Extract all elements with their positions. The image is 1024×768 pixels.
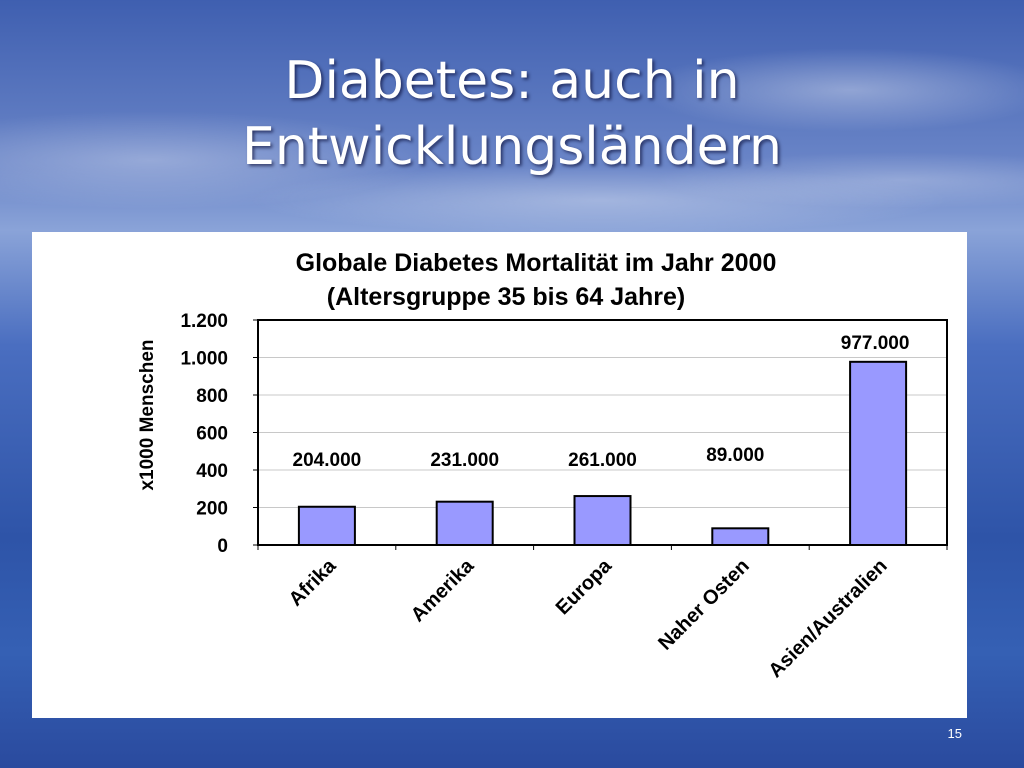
data-label: 231.000 (430, 450, 499, 471)
bar-amerika (435, 500, 494, 546)
y-tick-label: 1.000 (180, 349, 228, 370)
y-tick-label: 800 (196, 386, 228, 407)
slide-title: Diabetes: auch in Entwicklungsländern (0, 48, 1024, 180)
y-tick-label: 200 (196, 499, 228, 520)
y-tick-label: 400 (196, 461, 228, 482)
data-label: 204.000 (293, 450, 362, 471)
slide-title-line2: Entwicklungsländern (241, 117, 783, 177)
x-tick-label: Asien/Australien (764, 555, 891, 682)
chart-container (32, 232, 967, 718)
x-tick-label: Amerika (407, 554, 479, 626)
x-tick-label: Europa (552, 554, 617, 619)
chart-title: Globale Diabetes Mortalität im Jahr 2000 (295, 249, 777, 277)
slide-title-line1: Diabetes: auch in (284, 51, 740, 111)
x-tick-label: Naher Osten (654, 555, 754, 655)
bar-naher-osten (711, 527, 770, 546)
data-label: 977.000 (841, 333, 910, 354)
page-number: 15 (947, 726, 962, 741)
y-tick-label: 0 (217, 536, 228, 557)
bar-asien-australien (849, 360, 908, 546)
data-label: 261.000 (568, 450, 637, 471)
y-tick-label: 600 (196, 424, 228, 445)
bar-europa (573, 495, 632, 546)
y-axis-label: x1000 Menschen (137, 339, 158, 490)
x-tick-label: Afrika (285, 554, 341, 610)
y-tick-label: 1.200 (180, 311, 228, 332)
chart-subtitle: (Altersgruppe 35 bis 64 Jahre) (326, 283, 686, 311)
bar-afrika (297, 505, 356, 546)
data-label: 89.000 (706, 445, 764, 466)
